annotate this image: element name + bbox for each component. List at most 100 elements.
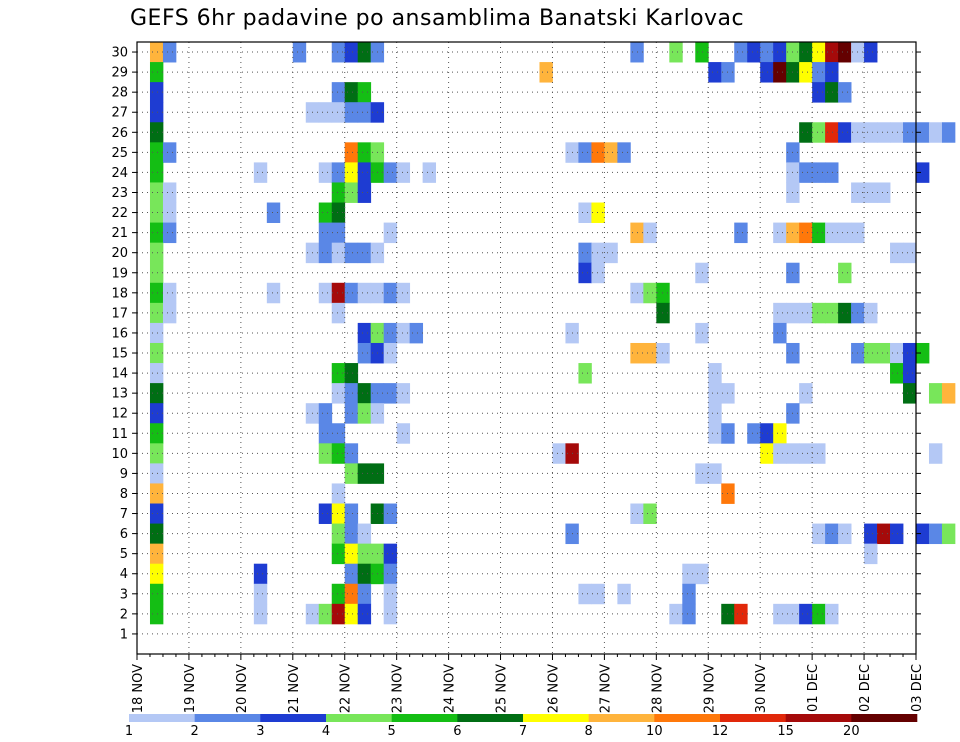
colorbar-swatch xyxy=(194,714,261,722)
heatmap-cell xyxy=(656,282,670,304)
heatmap-cell xyxy=(331,363,346,384)
heatmap-cell xyxy=(409,322,424,344)
heatmap-cell xyxy=(928,383,943,404)
heatmap-cell xyxy=(799,122,813,143)
heatmap-cell xyxy=(864,543,878,565)
heatmap-cell xyxy=(149,42,164,63)
heatmap-cell xyxy=(383,503,398,524)
heatmap-cell xyxy=(604,142,618,163)
colorbar-swatch xyxy=(260,714,327,722)
heatmap-cell xyxy=(331,543,346,565)
heatmap-cell xyxy=(383,603,398,625)
heatmap-cell xyxy=(708,463,722,484)
y-tick-label: 30 xyxy=(111,46,128,61)
heatmap-cell xyxy=(331,102,346,123)
heatmap-cell xyxy=(591,202,605,223)
heatmap-cell xyxy=(357,463,372,484)
y-tick-label: 18 xyxy=(111,286,128,301)
heatmap-cell xyxy=(292,42,307,63)
heatmap-cell xyxy=(578,202,592,223)
colorbar-label: 2 xyxy=(191,724,199,739)
heatmap-cell xyxy=(149,342,164,364)
heatmap-cell xyxy=(773,322,787,344)
heatmap-cell xyxy=(383,563,398,585)
heatmap-cell xyxy=(383,282,398,304)
heatmap-cell xyxy=(773,42,787,63)
heatmap-cell xyxy=(162,202,177,223)
heatmap-cell xyxy=(344,463,359,484)
x-tick-label: 21 NOV xyxy=(287,664,302,713)
x-tick-label: 02 DEC xyxy=(858,664,873,712)
heatmap-cell xyxy=(318,242,333,264)
heatmap-cell xyxy=(383,543,398,565)
heatmap-cell xyxy=(149,423,164,444)
y-tick-label: 23 xyxy=(111,186,128,201)
heatmap-cell xyxy=(396,383,411,404)
heatmap-cell xyxy=(838,523,852,545)
x-tick-label: 27 NOV xyxy=(598,664,613,713)
heatmap-cell xyxy=(318,162,333,183)
heatmap-cell xyxy=(890,523,904,545)
heatmap-cell xyxy=(149,523,164,545)
heatmap-cell xyxy=(149,242,164,264)
heatmap-cell xyxy=(149,383,164,404)
heatmap-cell xyxy=(916,523,930,545)
y-tick-label: 21 xyxy=(111,226,128,241)
heatmap-cell xyxy=(941,523,956,545)
x-tick-label: 03 DEC xyxy=(910,664,925,712)
heatmap-cell xyxy=(552,443,566,464)
heatmap-cell xyxy=(422,162,437,183)
heatmap-cell xyxy=(643,503,657,524)
heatmap-cell xyxy=(669,42,683,63)
y-tick-label: 9 xyxy=(120,467,128,482)
heatmap-cell xyxy=(812,62,826,83)
heatmap-cell xyxy=(916,122,930,143)
heatmap-cell xyxy=(838,222,852,244)
y-tick-label: 5 xyxy=(120,547,128,562)
y-tick-label: 29 xyxy=(111,66,128,81)
heatmap-cell xyxy=(825,523,839,545)
heatmap-cell xyxy=(669,603,683,625)
heatmap-cell xyxy=(890,242,904,264)
heatmap-cell xyxy=(825,302,839,324)
colorbar-swatch xyxy=(654,714,721,722)
heatmap-cell xyxy=(928,443,943,464)
heatmap-cell xyxy=(149,82,164,103)
heatmap-cell xyxy=(149,222,164,244)
colorbar-label: 15 xyxy=(777,724,794,739)
heatmap-cell xyxy=(331,162,346,183)
y-tick-label: 1 xyxy=(120,627,128,642)
heatmap-cell xyxy=(149,62,164,83)
heatmap-cell xyxy=(903,122,917,143)
heatmap-cell xyxy=(253,563,268,585)
heatmap-cell xyxy=(695,563,709,585)
heatmap-cell xyxy=(708,363,722,384)
heatmap-cell xyxy=(760,423,774,444)
heatmap-cell xyxy=(331,523,346,545)
heatmap-cell xyxy=(825,122,839,143)
heatmap-cell xyxy=(318,503,333,524)
heatmap-cell xyxy=(799,62,813,83)
heatmap-cell xyxy=(812,523,826,545)
heatmap-cell xyxy=(591,262,605,284)
heatmap-cell xyxy=(344,383,359,404)
heatmap-cell xyxy=(357,322,372,344)
x-tick-label: 20 NOV xyxy=(235,664,250,713)
heatmap-cell xyxy=(838,302,852,324)
y-tick-label: 6 xyxy=(120,527,128,542)
heatmap-cell xyxy=(812,42,826,63)
heatmap-cell xyxy=(799,443,813,464)
heatmap-cell xyxy=(162,222,177,244)
heatmap-cell xyxy=(344,543,359,565)
heatmap-cell xyxy=(708,383,722,404)
colorbar-label: 12 xyxy=(712,724,729,739)
heatmap-cell xyxy=(864,523,878,545)
heatmap-cell xyxy=(331,282,346,304)
heatmap-cell xyxy=(344,242,359,264)
y-tick-label: 4 xyxy=(120,567,128,582)
heatmap-cell xyxy=(877,122,891,143)
x-tick-label: 22 NOV xyxy=(339,664,354,713)
heatmap-cell xyxy=(773,62,787,83)
heatmap-cell xyxy=(890,342,904,364)
